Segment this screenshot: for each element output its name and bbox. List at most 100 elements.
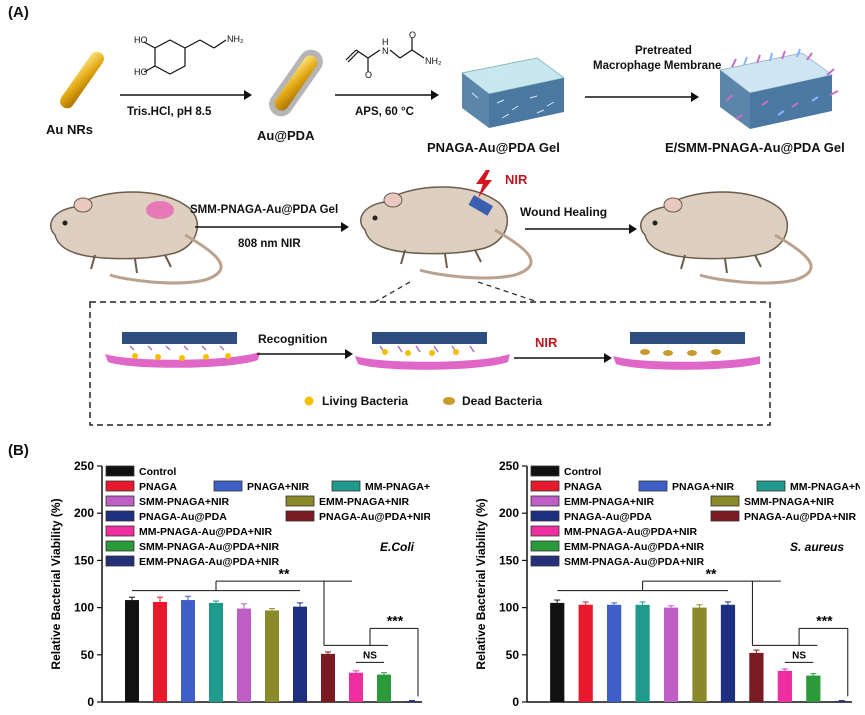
pnaga-gel-label: PNAGA-Au@PDA Gel [427, 140, 560, 155]
bar [834, 701, 849, 702]
bar [181, 600, 195, 702]
legend-swatch [105, 510, 135, 522]
chem-h: H [382, 37, 389, 47]
y-tick-label: 100 [74, 601, 94, 615]
bar [806, 675, 821, 702]
esmm-gel-label: E/SMM-PNAGA-Au@PDA Gel [665, 140, 845, 155]
recognition-label: Recognition [258, 332, 328, 346]
legend-swatch [530, 480, 560, 492]
y-tick-label: 0 [87, 695, 94, 709]
living-bacteria-icon [304, 396, 314, 406]
inset-gel-tissue-states [105, 332, 760, 370]
legend-label: PNAGA-Au@PDA [564, 511, 652, 523]
arrow-step1-icon [120, 90, 252, 100]
chem-nh2-1: NH₂ [227, 34, 244, 44]
bar [377, 674, 391, 702]
legend-swatch [285, 510, 315, 522]
legend-label: PNAGA [139, 481, 177, 493]
dopamine-structure-icon [143, 39, 227, 75]
legend-label: SMM-PNAGA+NIR [139, 496, 230, 508]
bar [293, 606, 307, 702]
legend-swatch [105, 465, 135, 477]
au-nanorod-icon [60, 51, 104, 109]
arrow-step2-icon [335, 90, 439, 100]
legend-swatch [530, 555, 560, 567]
chem-nh2-2: NH₂ [425, 56, 442, 66]
legend-swatch [530, 465, 560, 477]
wound-healing-label: Wound Healing [520, 205, 608, 219]
legend-label: EMM-PNAGA-Au@PDA+NIR [564, 541, 704, 553]
legend-swatch [530, 540, 560, 552]
legend-label: MM-PNAGA+NIR [790, 481, 860, 493]
legend-swatch [530, 525, 560, 537]
legend-label: Control [139, 466, 176, 478]
bar [321, 653, 335, 702]
legend-label: MM-PNAGA+NIR [365, 481, 430, 493]
step1-condition: Tris.HCl, pH 8.5 [127, 106, 212, 118]
legend-label: MM-PNAGA-Au@PDA+NIR [564, 526, 697, 538]
arrow-nir-inset-icon [514, 353, 612, 363]
chart-ecoli: 0 50 100 150 200 250 Relative Bacterial Viabil… [49, 459, 430, 709]
legend-swatch [285, 495, 315, 507]
chem-ho-2: HO [134, 67, 148, 77]
legend-label: EMM-PNAGA+NIR [564, 496, 655, 508]
legend-swatch [756, 480, 786, 492]
arrow-treatment-icon [195, 222, 349, 232]
pretreated-label: Pretreated [635, 45, 692, 57]
chart-saureus: 0 50 100 150 200 250 Relative Bacterial Viabil… [474, 459, 860, 709]
bar [749, 652, 764, 702]
bar [663, 607, 679, 702]
legend-label: SMM-PNAGA-Au@PDA+NIR [139, 541, 279, 553]
y-tick-label: 50 [81, 648, 95, 662]
bar [349, 672, 363, 702]
rat-3-icon [640, 191, 813, 285]
legend-label: EMM-PNAGA+NIR [319, 496, 410, 508]
y-tick-label: 0 [512, 695, 519, 709]
bar [578, 604, 593, 702]
au-pda-icon [269, 49, 323, 117]
bar [607, 604, 622, 702]
legend-swatch [710, 495, 740, 507]
y-tick-label: 250 [74, 459, 94, 473]
dead-bacteria-icon [443, 397, 455, 405]
nir-inset-label: NIR [535, 335, 558, 350]
legend-label: PNAGA-Au@PDA [139, 511, 227, 523]
au-pda-label: Au@PDA [257, 128, 315, 143]
bar [777, 670, 792, 702]
legend-swatch [213, 480, 243, 492]
bar [237, 608, 251, 702]
sig-label-triple: *** [816, 613, 833, 629]
smm-gel-label: SMM-PNAGA-Au@PDA Gel [190, 204, 339, 216]
legend-label: PNAGA-Au@PDA+NIR [319, 511, 430, 523]
panel-b-label: (B) [8, 442, 29, 459]
inset-connector-lines [89, 281, 771, 426]
sig-label-ns: NS [792, 650, 806, 661]
arrow-step3-icon [585, 92, 699, 102]
legend-label: EMM-PNAGA-Au@PDA+NIR [139, 556, 279, 568]
legend-label: SMM-PNAGA+NIR [744, 496, 835, 508]
panel-a-label: (A) [8, 4, 29, 21]
chart-title: E.Coli [380, 540, 415, 554]
nir-label: NIR [505, 172, 528, 187]
legend-swatch [638, 480, 668, 492]
rat-1-icon [50, 191, 223, 285]
bar [125, 600, 139, 702]
dead-bacteria-label: Dead Bacteria [462, 394, 543, 408]
arrow-healing-icon [525, 224, 637, 234]
chem-n: N [382, 46, 389, 56]
y-tick-label: 250 [499, 459, 519, 473]
legend-swatch [530, 495, 560, 507]
living-bacteria-label: Living Bacteria [322, 394, 409, 408]
sig-label-double: ** [706, 565, 717, 581]
y-tick-label: 100 [499, 601, 519, 615]
chart-title: S. aureus [790, 540, 844, 554]
macrophage-membrane-label: Macrophage Membrane [593, 60, 722, 72]
nir-bolt-icon [476, 170, 492, 198]
y-tick-label: 150 [74, 553, 94, 567]
chem-o-1: O [365, 70, 373, 80]
arrow-recognition-icon [257, 349, 353, 359]
legend-swatch [105, 555, 135, 567]
legend-label: MM-PNAGA-Au@PDA+NIR [139, 526, 272, 538]
bar [265, 610, 279, 702]
legend-label: PNAGA-Au@PDA+NIR [744, 511, 856, 523]
